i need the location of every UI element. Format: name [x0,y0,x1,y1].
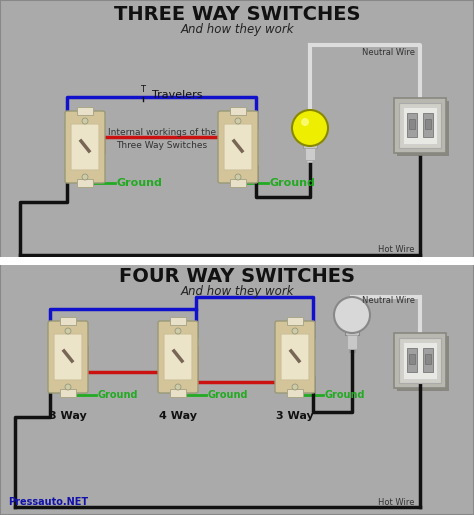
Circle shape [235,118,241,124]
Bar [60,389,76,397]
Text: FOUR WAY SWITCHES: FOUR WAY SWITCHES [119,267,355,286]
Bar [407,113,417,137]
Bar [403,341,437,379]
Text: Internal workings of the
Three Way Switches: Internal workings of the Three Way Switc… [108,128,216,150]
FancyBboxPatch shape [224,124,252,170]
Bar [0,257,474,265]
Bar [403,107,437,144]
Bar [423,113,433,137]
Bar [303,140,317,148]
Bar [407,348,417,372]
Bar [170,389,186,397]
Text: Neutral Wire: Neutral Wire [362,296,415,305]
Text: Ground: Ground [208,390,248,400]
FancyBboxPatch shape [218,111,258,183]
Bar [77,179,93,187]
Bar [230,179,246,187]
FancyBboxPatch shape [164,334,192,380]
Bar [425,354,431,364]
FancyBboxPatch shape [65,111,105,183]
Text: Neutral Wire: Neutral Wire [362,48,415,57]
Circle shape [65,384,71,390]
Circle shape [65,328,71,334]
Bar [409,119,415,129]
Text: 4 Way: 4 Way [159,411,197,421]
Circle shape [235,174,241,180]
Text: Ground: Ground [325,390,365,400]
Circle shape [292,328,298,334]
FancyBboxPatch shape [158,321,198,393]
FancyBboxPatch shape [54,334,82,380]
Text: And how they work: And how they work [180,23,294,36]
Bar [60,317,76,325]
Bar [399,337,441,383]
Text: Hot Wire: Hot Wire [379,498,415,507]
Bar [347,335,357,349]
Circle shape [82,118,88,124]
FancyBboxPatch shape [275,321,315,393]
Bar [397,335,449,390]
Bar [394,97,446,152]
Text: 3 Way: 3 Way [49,411,87,421]
Text: Ground: Ground [270,178,316,188]
Circle shape [292,384,298,390]
Bar [399,102,441,147]
Circle shape [175,328,181,334]
Text: 3 Way: 3 Way [276,411,314,421]
Text: THREE WAY SWITCHES: THREE WAY SWITCHES [114,6,360,25]
Text: T: T [140,84,146,94]
Bar [425,119,431,129]
Bar [345,327,359,335]
Circle shape [301,118,309,126]
Bar [77,107,93,115]
Text: Pressauto.NET: Pressauto.NET [8,497,88,507]
Bar [394,333,446,387]
Circle shape [175,384,181,390]
Circle shape [292,110,328,146]
FancyBboxPatch shape [281,334,309,380]
Bar [287,317,303,325]
Bar [423,348,433,372]
Text: And how they work: And how they work [180,284,294,298]
Bar [409,354,415,364]
Text: Hot Wire: Hot Wire [379,245,415,254]
Bar [0,0,474,260]
Bar [397,100,449,156]
FancyBboxPatch shape [71,124,99,170]
Text: Ground: Ground [117,178,163,188]
Bar [170,317,186,325]
Bar [287,389,303,397]
Circle shape [334,297,370,333]
Text: Travelers: Travelers [152,90,202,100]
Bar [305,148,315,160]
Text: Ground: Ground [98,390,138,400]
FancyBboxPatch shape [48,321,88,393]
Circle shape [82,174,88,180]
Bar [230,107,246,115]
Bar [0,263,474,515]
